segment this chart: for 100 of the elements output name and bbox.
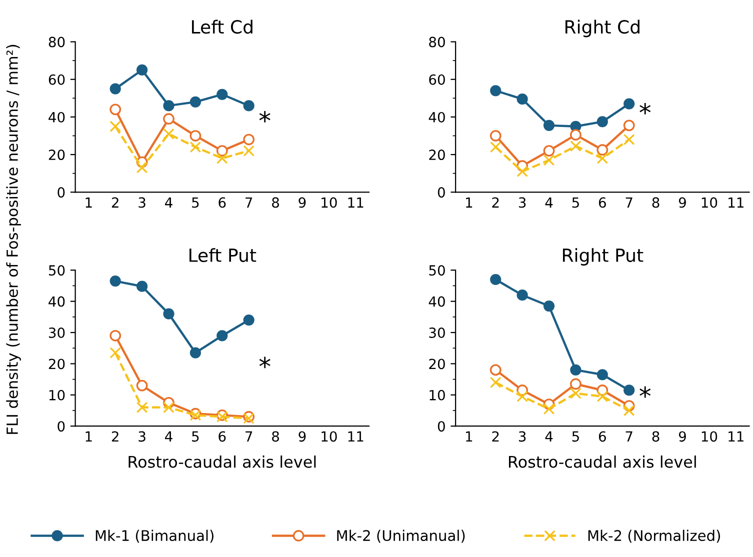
point xyxy=(570,364,582,376)
x-tick-label: 4 xyxy=(165,431,172,442)
x-tick-label: 3 xyxy=(138,431,146,442)
point xyxy=(490,85,502,96)
y-tick-label: 30 xyxy=(429,328,445,338)
x-tick-label: 2 xyxy=(112,197,118,208)
point xyxy=(163,308,174,320)
point xyxy=(243,100,254,112)
y-tick-label: 50 xyxy=(48,265,65,276)
y-tick-label: 20 xyxy=(429,150,445,160)
x-tick-label: 3 xyxy=(518,197,526,208)
point xyxy=(516,94,528,105)
annotation: * xyxy=(640,386,651,398)
x-tick-label: 7 xyxy=(626,197,632,208)
x-tick-label: 7 xyxy=(246,197,252,208)
point xyxy=(110,347,122,358)
point xyxy=(110,104,122,116)
x-tick-label: 1 xyxy=(466,197,472,208)
point xyxy=(570,129,582,141)
x-tick-label: 1 xyxy=(466,431,472,442)
point xyxy=(190,347,201,358)
point xyxy=(596,144,608,156)
point xyxy=(596,390,608,402)
point xyxy=(624,384,635,396)
y-tick-label: 0 xyxy=(438,421,445,432)
point xyxy=(216,152,228,164)
point xyxy=(623,120,635,132)
point xyxy=(243,145,255,157)
point xyxy=(243,134,255,146)
x-tick-label: 10 xyxy=(322,431,337,442)
point xyxy=(110,120,122,132)
x-tick-label: 1 xyxy=(86,431,92,442)
point xyxy=(163,402,174,414)
y-tick-label: 0 xyxy=(58,187,65,198)
x-tick-label: 7 xyxy=(626,431,632,442)
x-tick-label: 2 xyxy=(112,431,118,442)
x-tick-label: 9 xyxy=(678,431,686,442)
x-tick-label: 4 xyxy=(545,431,553,442)
point xyxy=(163,113,174,125)
x-tick-label: 11 xyxy=(348,197,364,208)
chart-title: Right Cd xyxy=(565,20,640,38)
point xyxy=(490,376,502,388)
point xyxy=(516,290,528,301)
y-tick-label: 30 xyxy=(48,328,65,338)
y-tick-label: 20 xyxy=(48,150,65,160)
y-tick-label: 60 xyxy=(48,74,65,85)
chart-title: Left Cd xyxy=(192,20,252,34)
point xyxy=(516,166,528,178)
x-tick-label: 6 xyxy=(218,431,226,442)
point xyxy=(570,388,582,400)
point xyxy=(624,98,635,110)
annotation: * xyxy=(259,356,270,368)
y-tick-label: 40 xyxy=(428,296,445,307)
annotation: * xyxy=(259,110,270,122)
point xyxy=(163,100,174,112)
x-tick-label: 2 xyxy=(492,197,499,208)
point xyxy=(163,128,174,140)
point xyxy=(136,380,148,392)
point xyxy=(136,64,148,76)
x-tick-label: 9 xyxy=(678,197,686,208)
point xyxy=(543,145,555,157)
x-tick-label: 5 xyxy=(192,431,199,442)
x-tick-label: 6 xyxy=(598,197,606,208)
point xyxy=(543,300,555,312)
y-tick-label: 20 xyxy=(429,358,445,370)
y-tick-label: 10 xyxy=(430,390,445,400)
point xyxy=(490,364,502,376)
x-tick-label: 8 xyxy=(652,197,660,208)
point xyxy=(490,130,502,142)
point xyxy=(136,162,148,174)
y-tick-label: 40 xyxy=(48,296,65,307)
x-tick-label: 11 xyxy=(728,197,744,208)
legend-label: Mk-2 (Normalized) xyxy=(588,530,720,543)
y-axis-title: FLI density (number of Fos-positive neurons / mm²) xyxy=(6,44,21,434)
point xyxy=(516,390,528,402)
chart-title: Right Put xyxy=(562,248,644,266)
x-tick-label: 11 xyxy=(728,431,744,442)
x-axis-title: Rostro-caudal axis level xyxy=(508,456,696,468)
y-tick-label: 60 xyxy=(429,74,445,85)
point xyxy=(136,402,148,414)
y-tick-label: 0 xyxy=(438,187,445,198)
x-tick-label: 10 xyxy=(702,197,718,208)
y-tick-label: 20 xyxy=(48,358,65,370)
x-axis-title: Rostro-caudal axis level xyxy=(128,456,316,468)
point xyxy=(623,404,635,416)
y-tick-label: 80 xyxy=(429,36,445,48)
chart-title: Left Put xyxy=(190,248,256,262)
x-tick-label: 10 xyxy=(322,197,337,208)
point xyxy=(543,403,555,415)
annotation: * xyxy=(640,102,651,114)
point xyxy=(543,120,555,131)
point xyxy=(110,276,121,287)
point xyxy=(216,88,228,100)
x-tick-label: 11 xyxy=(348,431,364,442)
point xyxy=(190,141,202,153)
y-tick-label: 40 xyxy=(428,112,445,122)
point xyxy=(623,134,635,146)
x-tick-label: 4 xyxy=(165,197,172,208)
point xyxy=(190,96,201,108)
point xyxy=(490,141,502,153)
